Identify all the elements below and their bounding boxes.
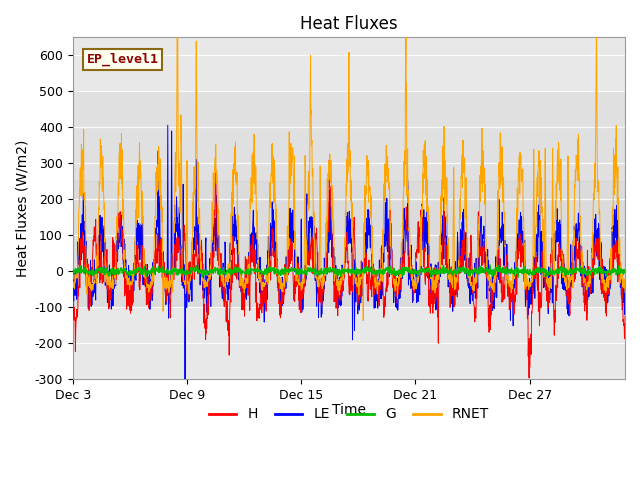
Bar [73, 181, 625, 307]
X-axis label: Time: Time [332, 403, 366, 417]
Text: EP_level1: EP_level1 [86, 53, 159, 66]
Bar [73, 91, 625, 181]
Legend: H, LE, G, RNET: H, LE, G, RNET [203, 402, 495, 427]
Title: Heat Fluxes: Heat Fluxes [300, 15, 397, 33]
Y-axis label: Heat Fluxes (W/m2): Heat Fluxes (W/m2) [15, 140, 29, 277]
